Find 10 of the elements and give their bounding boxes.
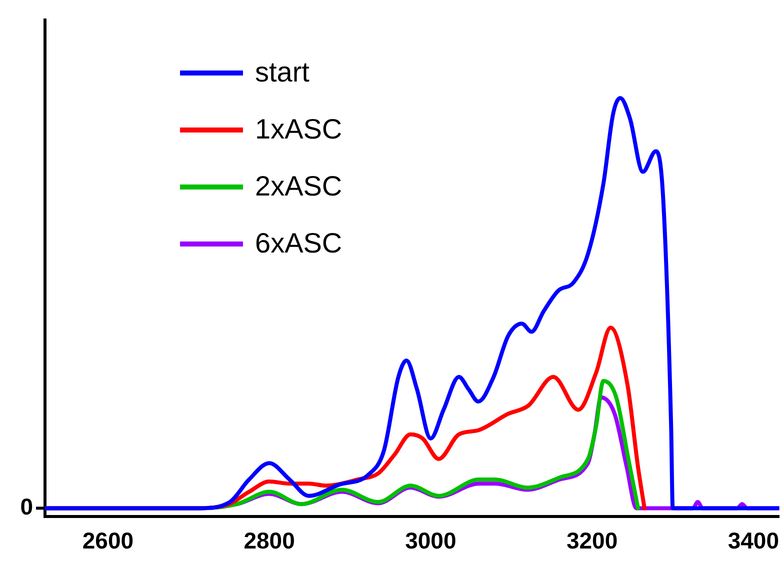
x-tick-label: 2800: [244, 528, 295, 554]
legend-label: start: [255, 56, 310, 88]
x-tick-label: 3000: [405, 528, 456, 554]
legend-label: 1xASC: [255, 114, 342, 145]
legend-label: 2xASC: [255, 170, 342, 202]
x-tick-label: 2600: [82, 528, 134, 554]
x-tick-label: 3400: [728, 528, 780, 554]
x-tick-label: 3200: [566, 528, 618, 554]
text: 0: [20, 494, 33, 520]
legend-label: 6xASC: [255, 228, 342, 259]
